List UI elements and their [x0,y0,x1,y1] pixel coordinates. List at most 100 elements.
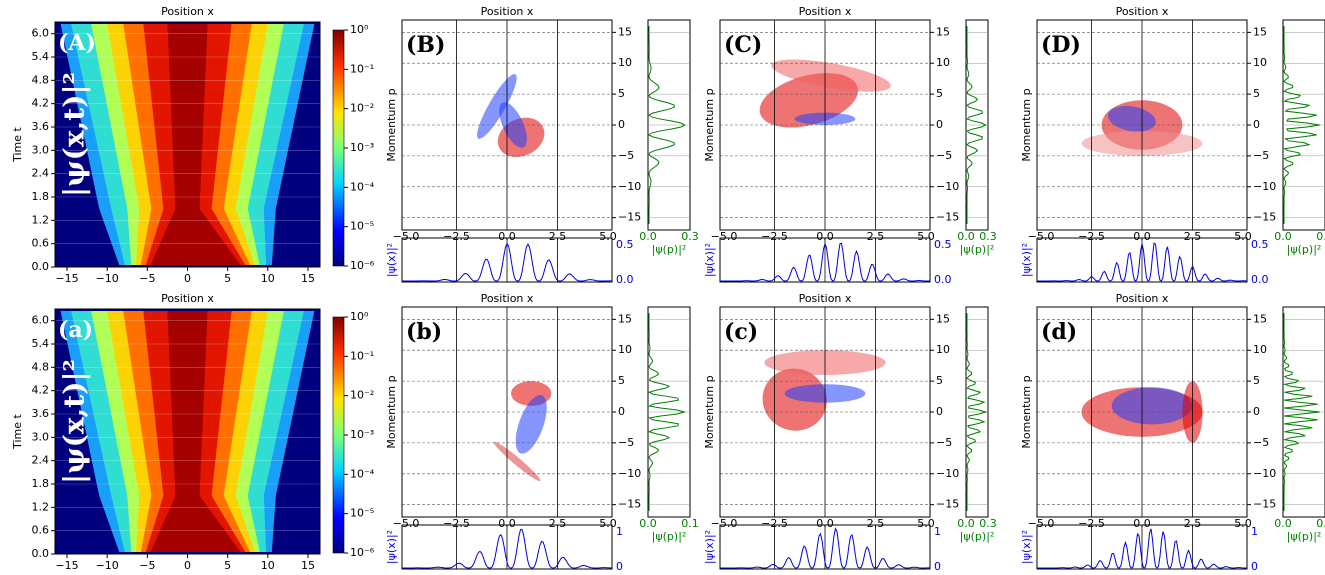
p-tick-label: 0 [618,118,625,131]
p-tick-label: 0 [936,405,943,418]
p-tick-label: 10 [936,343,950,356]
y-tick-label: 6.0 [32,314,50,327]
p-marg-tick: 0.0 [639,230,657,243]
x-tick-label: 5.0 [599,517,617,530]
p-marg-tick: 0.3 [979,230,997,243]
p-distribution [1283,26,1320,224]
x-tick-label: −2.5 [443,517,470,530]
wigner-lobe [762,368,827,431]
wigner-lobe [771,59,891,92]
colorbar-label: 10⁻⁵ [350,507,374,520]
x-tick-label: −15 [55,272,78,285]
x-marg-tick: 0.5 [934,238,952,251]
x-marg-title: |ψ(x)|² [703,243,716,277]
frame [401,306,613,518]
x-tick-label: 5.0 [917,517,935,530]
p-tick-label: −15 [936,498,959,511]
p-tick-label: −5 [618,149,634,162]
x-marg-tick: 0.5 [1251,238,1269,251]
p-tick-label: −5 [1253,436,1269,449]
overlay: |ψ(x,t)|² [58,72,91,197]
panel-label: (a) [58,317,93,343]
p-tick-label: 0 [936,118,943,131]
y-tick-label: 0.0 [32,260,50,273]
panel-label: (D) [1041,32,1081,58]
p-marg-tick: 0.1 [681,517,699,530]
x-tick-label: 5.0 [917,230,935,243]
y-tick-label: 1.2 [32,500,50,513]
wigner-lobe [515,395,547,454]
colorbar-label: 10⁻² [350,102,374,115]
p-tick-label: −10 [936,180,959,193]
density [150,310,241,553]
p-tick-label: −10 [618,180,641,193]
colorbar [332,316,345,554]
p-tick-label: 0 [1253,405,1260,418]
x-tick-label: −5.0 [1028,230,1055,243]
x-marg-title: |ψ(x)|² [1020,530,1033,564]
x-marg-tick: 1 [616,525,623,538]
x-tick-label: 15 [301,272,315,285]
p-tick-label: 10 [936,56,950,69]
p-tick-label: 5 [1253,87,1260,100]
y-title: Momentum p [703,375,716,448]
x-marg-tick: 0 [616,560,623,571]
x-marg-title: |ψ(x)|² [385,243,398,277]
p-tick-label: 10 [1253,56,1267,69]
x-tick-label: −5.0 [393,230,420,243]
p-marg-title: |ψ(p)|² [652,243,687,256]
p-tick-label: −10 [1253,180,1276,193]
p-marg-title: |ψ(p)|² [1287,243,1322,256]
colorbar-label: 10⁻⁵ [350,220,374,233]
x-tick-label: −5 [139,272,155,285]
p-marg-tick: 0.2 [1316,230,1325,243]
y-title: Momentum p [385,375,398,448]
p-distribution [1282,313,1320,511]
x-tick-label: 0 [184,559,191,571]
y-title: Time t [11,413,24,449]
p-tick-label: −15 [936,211,959,224]
x-tick-label: 15 [301,559,315,571]
p-tick-label: 15 [1253,25,1267,38]
x-marginal [401,237,613,283]
y-tick-label: 5.4 [32,337,50,350]
p-tick-label: −15 [618,211,641,224]
density [150,23,241,266]
x-tick-label: 0.0 [816,230,834,243]
colorbar-label: 10⁰ [350,310,369,323]
p-distribution [966,26,987,224]
x-tick-label: −2.5 [1078,230,1105,243]
colorbar-label: 10⁻⁶ [350,259,375,272]
x-title: Position x [1116,292,1169,305]
p-tick-label: 5 [936,87,943,100]
x-tick-label: 0.0 [1133,230,1151,243]
x-tick-label: 10 [261,559,275,571]
frame [719,306,931,518]
x-tick-label: 2.5 [867,517,885,530]
y-title: Momentum p [703,88,716,161]
colorbar-label: 10⁻⁴ [350,467,375,480]
x-marg-tick: 1 [1251,525,1258,538]
colorbar-label: 10⁻² [350,389,374,402]
p-tick-label: 15 [936,25,950,38]
p-tick-label: −15 [1253,498,1276,511]
x-tick-label: −2.5 [761,517,788,530]
x-tick-label: −5 [139,559,155,571]
colorbar-label: 10⁻³ [350,428,374,441]
y-tick-label: 0.0 [32,547,50,560]
y-tick-label: 2.4 [32,454,50,467]
y-tick-label: 2.4 [32,167,50,180]
p-tick-label: 5 [618,374,625,387]
x-tick-label: 0 [184,272,191,285]
p-marg-tick: 0.0 [957,230,975,243]
p-tick-label: −5 [1253,149,1269,162]
x-marginal [1036,524,1248,570]
p-marg-tick: 0.0 [639,517,657,530]
x-title: Position x [481,292,534,305]
x-tick-label: 5.0 [1234,517,1252,530]
x-tick-label: −5.0 [1028,517,1055,530]
p-marg-title: |ψ(p)|² [652,530,687,543]
p-tick-label: 5 [1253,374,1260,387]
x-marg-tick: 0.0 [934,273,952,286]
